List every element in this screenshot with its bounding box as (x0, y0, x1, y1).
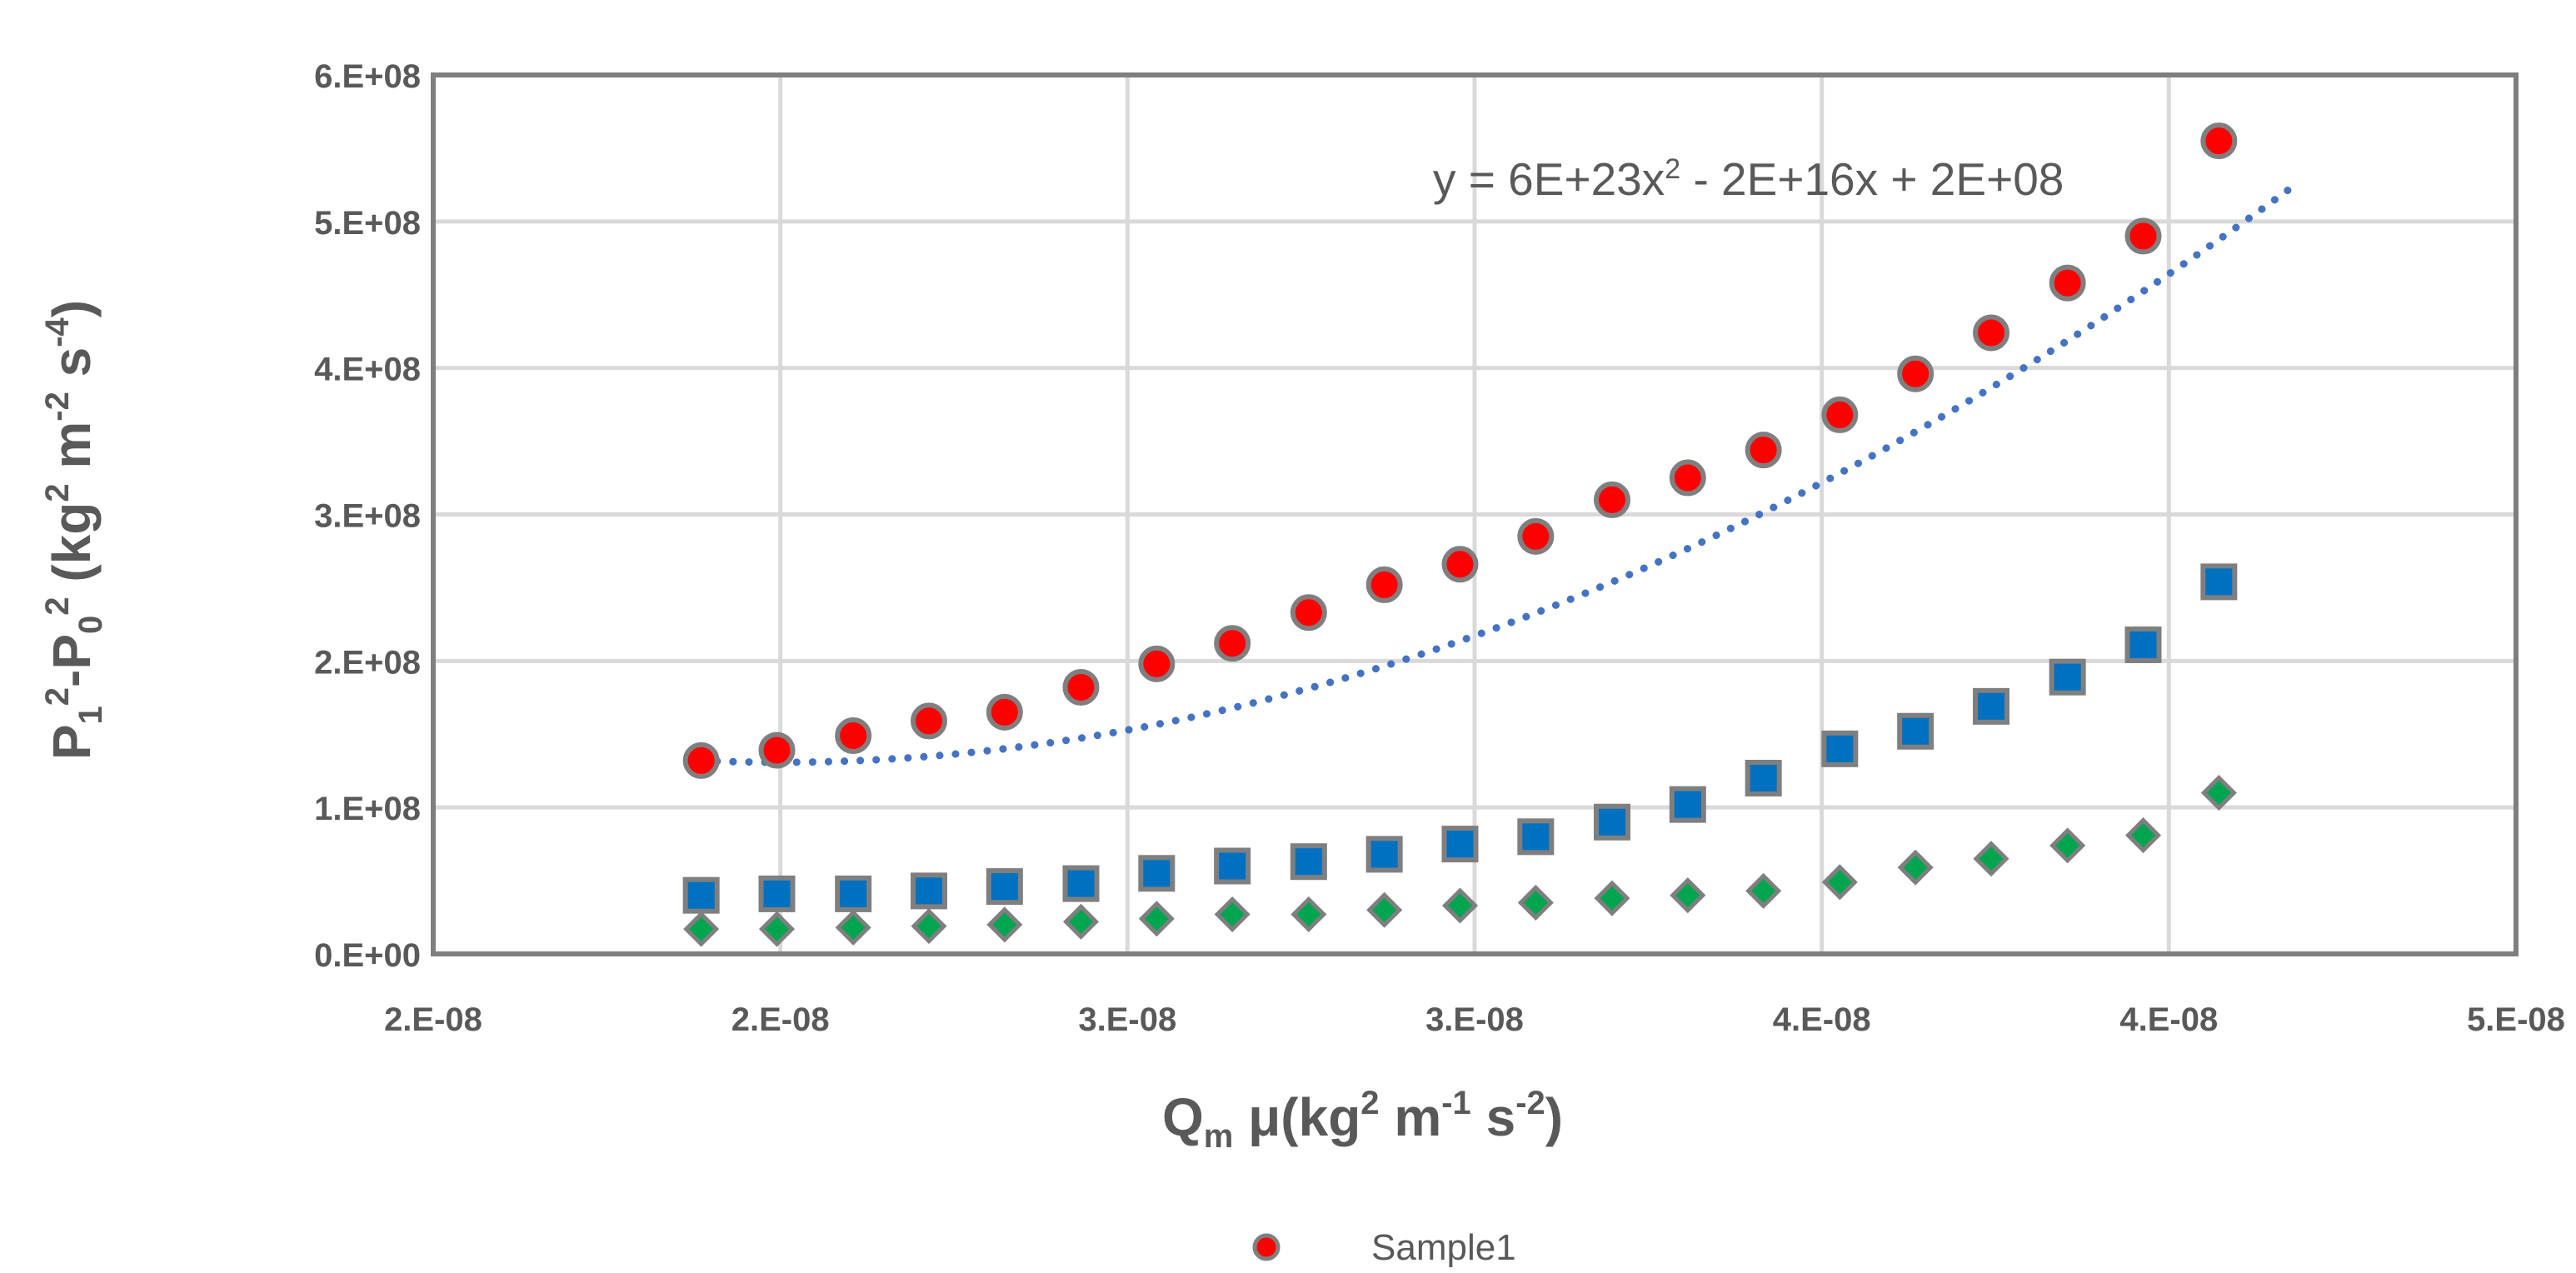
point-sample1 (1214, 625, 1251, 662)
point-sample1 (1062, 668, 1100, 706)
point-sample1 (1669, 459, 1706, 497)
point-sample3 (2124, 817, 2162, 854)
point-sample2 (1062, 865, 1100, 902)
point-sample3 (1366, 891, 1403, 928)
point-sample3 (2049, 827, 2086, 864)
point-sample3 (1897, 849, 1934, 886)
point-sample2 (2200, 563, 2238, 601)
point-sample1 (1365, 566, 1403, 603)
tick-labels: 2.E-08 2.E-08 3.E-08 3.E-08 4.E-08 4.E-08 5.E-… (314, 58, 2565, 1038)
point-sample1 (2124, 217, 2162, 255)
y-axis-title: P12-P02 (kg2 m-2 s-4) (39, 300, 109, 760)
point-sample3 (1214, 896, 1251, 933)
y-tick-label: 5.E+08 (314, 205, 421, 242)
x-tick-label: 3.E-08 (1425, 1001, 1524, 1038)
trendline (697, 181, 2299, 766)
point-sample3 (986, 906, 1023, 943)
point-sample2 (758, 875, 796, 912)
legend-label-sample1: Sample1 (1371, 1227, 1516, 1268)
point-sample3 (1745, 872, 1782, 909)
point-sample3 (1138, 901, 1175, 937)
y-tick-label: 2.E+08 (314, 644, 421, 681)
x-tick-label: 4.E-08 (2119, 1001, 2218, 1038)
point-sample3 (2200, 775, 2237, 811)
point-sample2 (1290, 843, 1327, 881)
point-sample2 (1594, 803, 1630, 841)
y-tick-label: 4.E+08 (314, 352, 421, 388)
x-tick-label: 5.E-08 (2467, 1001, 2565, 1038)
point-sample1 (1290, 594, 1327, 632)
point-sample2 (911, 872, 947, 910)
point-sample1 (1897, 355, 1934, 392)
point-sample1 (758, 731, 796, 769)
trendline-layer (697, 181, 2299, 766)
point-sample1 (1138, 645, 1176, 682)
point-sample2 (682, 876, 720, 914)
gridlines (433, 72, 2519, 954)
point-sample2 (1669, 786, 1706, 823)
point-sample2 (986, 868, 1023, 906)
x-axis-title: Qm μ(kg2 m-1 s-2) (1162, 1085, 1563, 1155)
point-sample2 (835, 875, 872, 912)
point-sample2 (1365, 836, 1403, 873)
point-sample1 (2200, 122, 2238, 160)
point-sample1 (1517, 517, 1555, 555)
point-sample1 (986, 693, 1023, 731)
x-tick-label: 2.E-08 (384, 1001, 482, 1038)
point-sample2 (1897, 712, 1934, 750)
point-sample3 (1594, 880, 1630, 916)
point-sample3 (911, 908, 947, 945)
point-sample1 (835, 717, 872, 755)
x-tick-label: 4.E-08 (1773, 1001, 1871, 1038)
point-sample1 (2049, 264, 2086, 302)
plot-frame (431, 72, 2519, 956)
point-sample2 (1441, 826, 1479, 863)
trendline-equation: y = 6E+23x2 - 2E+16x + 2E+08 (1433, 153, 2064, 205)
point-sample3 (1441, 887, 1479, 924)
point-sample1 (1594, 481, 1630, 518)
legend-marker-sample1 (1252, 1233, 1281, 1261)
axes (431, 72, 2519, 956)
point-sample1 (1441, 546, 1479, 583)
y-tick-label: 3.E+08 (314, 498, 421, 535)
point-sample2 (2124, 626, 2162, 663)
point-sample2 (1745, 760, 1782, 796)
point-sample2 (1821, 730, 1859, 767)
point-sample1 (682, 741, 720, 779)
point-sample3 (1290, 896, 1327, 933)
point-sample2 (2049, 658, 2086, 696)
point-sample3 (683, 911, 720, 947)
point-sample2 (1214, 847, 1251, 885)
point-sample1 (1745, 432, 1782, 469)
point-sample3 (758, 911, 796, 947)
point-sample3 (1973, 841, 2009, 877)
point-sample1 (1973, 314, 2009, 352)
point-sample3 (1062, 903, 1100, 940)
point-sample3 (835, 909, 871, 946)
y-tick-label: 1.E+08 (314, 791, 421, 827)
x-tick-label: 2.E-08 (731, 1001, 830, 1038)
point-sample3 (1517, 884, 1554, 921)
point-sample1 (911, 702, 947, 740)
point-sample2 (1138, 855, 1176, 892)
legend: Sample1 (1252, 1227, 1516, 1268)
data-points (682, 122, 2238, 947)
x-tick-label: 3.E-08 (1078, 1001, 1176, 1038)
point-sample3 (1670, 877, 1706, 914)
point-sample2 (1517, 818, 1555, 856)
point-sample2 (1973, 687, 2009, 725)
point-sample1 (1821, 396, 1859, 433)
point-sample3 (1821, 864, 1858, 901)
y-tick-label: 0.E+00 (314, 937, 421, 974)
y-tick-label: 6.E+08 (314, 58, 421, 95)
